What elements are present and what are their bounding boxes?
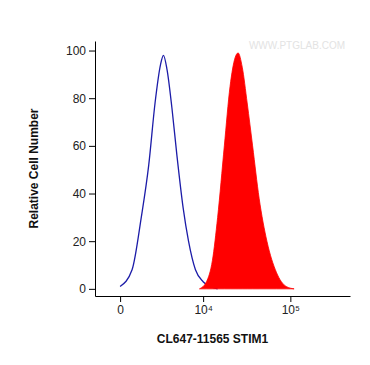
- y-tick-mark: [89, 146, 95, 147]
- x-tick: 0: [117, 296, 124, 317]
- y-tick: 80: [73, 92, 95, 106]
- x-tick: 10⁵: [282, 296, 300, 317]
- watermark: WWW.PTGLAB.COM: [249, 40, 345, 51]
- plot-area: [120, 53, 294, 289]
- y-tick: 20: [73, 235, 95, 249]
- chart: 0 10⁴ 10⁵ 0 20 40 60 80 100 CL647-11565 STIM1 Rela…: [0, 0, 370, 365]
- y-tick-mark: [89, 194, 95, 195]
- histogram-line: [120, 55, 218, 289]
- x-tick-label: 10⁴: [194, 303, 213, 317]
- x-axis: 0 10⁴ 10⁵: [96, 296, 351, 317]
- y-axis: 0 20 40 60 80 100: [66, 42, 96, 297]
- x-axis-line: [96, 296, 351, 297]
- y-tick-label: 40: [73, 187, 87, 201]
- y-axis-title: Relative Cell Number: [27, 108, 41, 228]
- x-tick-mark: [120, 296, 121, 302]
- y-tick-mark: [89, 51, 95, 52]
- histogram-area: [199, 53, 294, 289]
- x-tick-mark: [203, 296, 204, 302]
- y-tick-label: 20: [73, 235, 87, 249]
- y-tick-label: 0: [79, 282, 86, 296]
- x-tick: 10⁴: [194, 296, 213, 317]
- x-tick-label: 0: [117, 303, 124, 317]
- y-tick-mark: [89, 98, 95, 99]
- y-tick-label: 80: [73, 92, 87, 106]
- x-tick-mark: [290, 296, 291, 302]
- y-axis-line: [95, 42, 96, 297]
- y-tick: 0: [79, 282, 95, 296]
- y-tick: 100: [66, 44, 95, 58]
- y-tick: 40: [73, 187, 95, 201]
- y-tick-mark: [89, 289, 95, 290]
- y-tick-label: 100: [66, 44, 86, 58]
- y-tick-label: 60: [73, 139, 87, 153]
- x-tick-label: 10⁵: [282, 303, 300, 317]
- y-tick-mark: [89, 241, 95, 242]
- x-axis-title: CL647-11565 STIM1: [157, 332, 269, 346]
- y-tick: 60: [73, 139, 95, 153]
